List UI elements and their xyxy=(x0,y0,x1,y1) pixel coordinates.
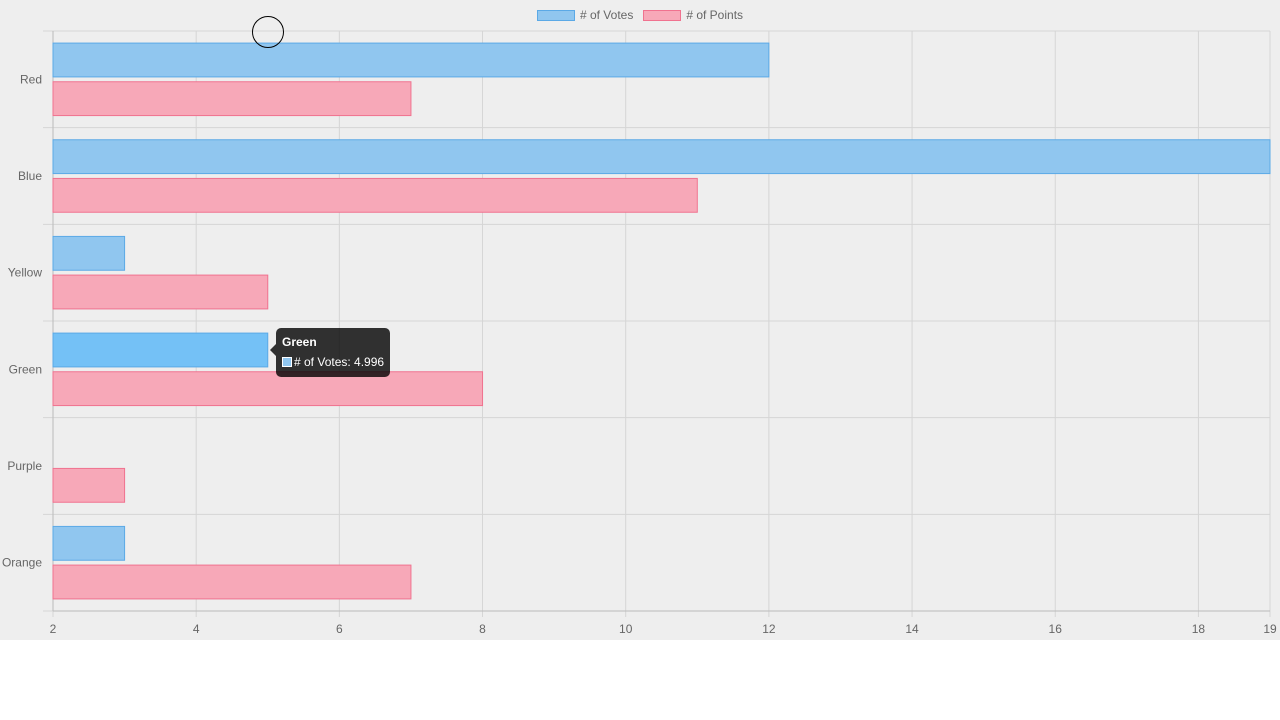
tooltip-swatch xyxy=(282,357,292,367)
y-tick-label-red: Red xyxy=(20,72,42,86)
y-tick-label-green: Green xyxy=(9,362,42,376)
y-tick-label-yellow: Yellow xyxy=(8,266,43,280)
x-tick-label-2: 6 xyxy=(336,622,343,636)
tooltip-row: # of Votes: 4.996 xyxy=(282,354,384,370)
x-tick-label-8: 18 xyxy=(1192,622,1206,636)
y-tick-label-purple: Purple xyxy=(7,459,42,473)
x-tick-label-9: 19 xyxy=(1263,622,1277,636)
legend-item-votes[interactable]: # of Votes xyxy=(536,8,634,22)
x-tick-label-3: 8 xyxy=(479,622,486,636)
x-tick-label-5: 12 xyxy=(762,622,776,636)
bar-points-yellow xyxy=(52,274,269,310)
legend-label-points: # of Points xyxy=(686,8,744,22)
bar-chart: 2 4 6 8 10 12 14 16 18 19 Red Blue Yellow Green Purple… xyxy=(2,30,1277,636)
bar-votes-orange xyxy=(52,525,126,561)
chart-area: 2 4 6 8 10 12 14 16 18 19 Red Blue Yellow Green Purple… xyxy=(0,0,1280,640)
tooltip: Green # of Votes: 4.996 xyxy=(269,328,391,377)
bar-points-red xyxy=(52,81,412,117)
bar-votes-blue xyxy=(52,139,1271,175)
y-tick-label-blue: Blue xyxy=(18,169,42,183)
bar-points-blue xyxy=(52,177,698,213)
bar-points-green xyxy=(52,371,484,407)
bar-points-orange xyxy=(52,564,412,600)
legend-label-votes: # of Votes xyxy=(579,8,634,22)
x-tick-label-7: 16 xyxy=(1049,622,1063,636)
x-tick-label-0: 2 xyxy=(50,622,57,636)
cursor-indicator xyxy=(252,16,284,48)
bar-points-purple xyxy=(52,467,126,503)
legend: # of Votes # of Points xyxy=(0,8,1280,22)
x-tick-label-6: 14 xyxy=(905,622,919,636)
legend-item-points[interactable]: # of Points xyxy=(643,8,743,22)
tooltip-text: # of Votes: 4.996 xyxy=(294,355,385,369)
tooltip-title: Green xyxy=(282,335,317,349)
legend-swatch-points xyxy=(643,9,682,21)
bar-votes-red xyxy=(52,42,770,78)
bar-votes-yellow xyxy=(52,235,126,271)
x-tick-label-1: 4 xyxy=(193,622,200,636)
legend-swatch-votes xyxy=(536,9,575,21)
bar-votes-green xyxy=(52,332,269,368)
x-tick-label-4: 10 xyxy=(619,622,633,636)
y-tick-label-orange: Orange xyxy=(2,556,42,570)
